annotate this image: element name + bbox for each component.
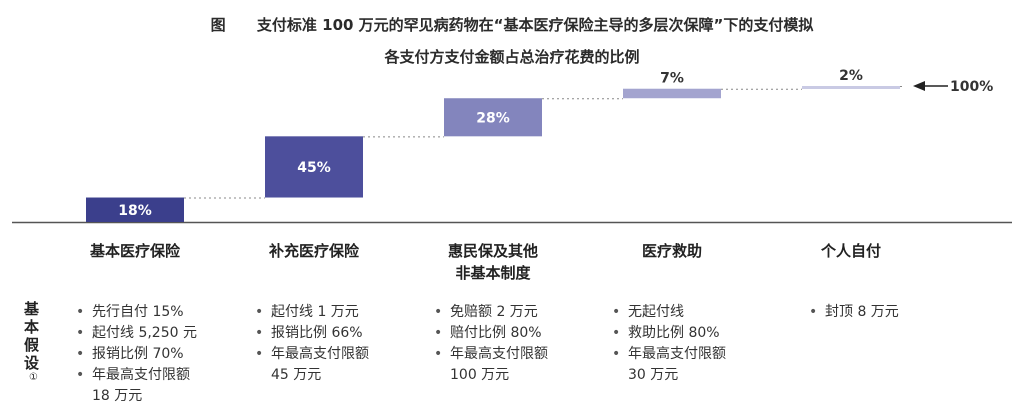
assumption-item: 起付线 5,250 元 [76, 323, 197, 344]
category-label-4: 个人自付 [820, 242, 881, 260]
assumption-item: 起付线 1 万元 [255, 302, 369, 323]
bar-2 [444, 98, 542, 137]
category-label-0: 基本医疗保险 [89, 242, 180, 260]
assumption-item: 报销比例 70% [76, 344, 197, 365]
assumptions-label: 基本假设 [24, 300, 40, 372]
bar-0 [86, 197, 184, 222]
value-label-0: 18% [118, 203, 152, 219]
chart-subtitle: 各支付方支付金额占总治疗花费的比例 [384, 48, 640, 66]
assumptions-footnote-mark: ① [29, 372, 38, 383]
assumption-item: 封顶 8 万元 [809, 302, 899, 323]
assumption-item: 年最高支付限额 45 万元 [255, 344, 369, 386]
assumption-list-4: 封顶 8 万元 [809, 302, 899, 323]
value-label-4: 2% [839, 68, 863, 84]
value-label-3: 7% [660, 71, 684, 87]
value-label-1: 45% [297, 160, 331, 176]
assumption-list-2: 免赔额 2 万元赔付比例 80%年最高支付限额 100 万元 [434, 302, 548, 386]
assumption-list-1: 起付线 1 万元报销比例 66%年最高支付限额 45 万元 [255, 302, 369, 386]
bar-3 [623, 88, 721, 99]
assumption-item: 年最高支付限额 100 万元 [434, 344, 548, 386]
total-arrow-head [913, 81, 925, 91]
value-label-2: 28% [476, 110, 510, 126]
category-label-3: 医疗救助 [641, 242, 702, 260]
assumption-item: 救助比例 80% [612, 323, 726, 344]
bar-4 [802, 86, 900, 89]
total-label: 100% [950, 79, 993, 95]
assumption-item: 报销比例 66% [255, 323, 369, 344]
waterfall-chart: 18% 45% 28% 7% 2% 100% [12, 68, 1012, 224]
category-label-1: 补充医疗保险 [268, 242, 359, 260]
bar-1 [265, 136, 363, 198]
assumption-item: 年最高支付限额 30 万元 [612, 344, 726, 386]
assumption-item: 无起付线 [612, 302, 726, 323]
assumption-item: 赔付比例 80% [434, 323, 548, 344]
assumption-item: 年最高支付限额 18 万元 [76, 365, 197, 407]
assumption-list-3: 无起付线救助比例 80%年最高支付限额 30 万元 [612, 302, 726, 386]
assumption-item: 免赔额 2 万元 [434, 302, 548, 323]
assumption-list-0: 先行自付 15%起付线 5,250 元报销比例 70%年最高支付限额 18 万元 [76, 302, 197, 407]
category-label-2: 惠民保及其他 非基本制度 [447, 242, 538, 282]
chart-title: 图 支付标准 100 万元的罕见病药物在“基本医疗保险主导的多层次保障”下的支付… [210, 16, 814, 34]
assumption-item: 先行自付 15% [76, 302, 197, 323]
